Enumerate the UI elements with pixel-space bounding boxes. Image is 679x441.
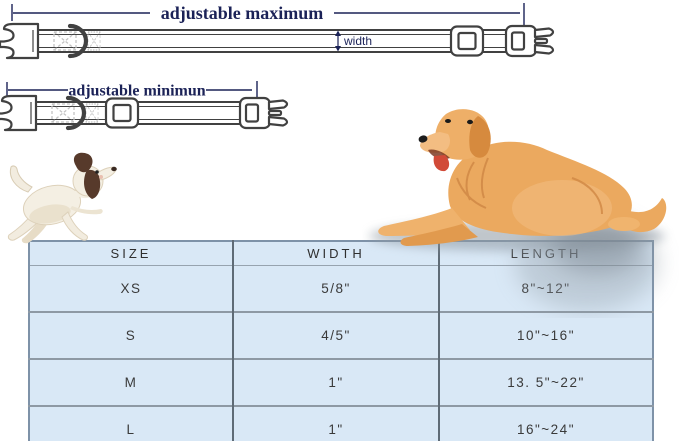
- dog-head: [435, 109, 489, 160]
- size-cell: XS: [120, 281, 142, 296]
- dog-ear: [469, 116, 491, 158]
- size-cell: M: [29, 358, 233, 406]
- tri-glide-slider-icon: [104, 97, 140, 129]
- collar-minimum: [0, 94, 289, 132]
- small-dog-illustration: [7, 152, 117, 244]
- length-cell: 16"~24": [438, 405, 653, 441]
- width-cell: 4/5": [232, 311, 439, 359]
- dog-eye: [467, 119, 473, 125]
- width-label: width: [343, 34, 372, 48]
- male-buckle-icon: [238, 96, 289, 130]
- dog-nose: [418, 135, 428, 143]
- dog-front-leg: [378, 208, 470, 236]
- puppy-head: [72, 165, 104, 197]
- table-row-s: S 4/5" 10"~16": [29, 311, 653, 359]
- dog-mouth: [428, 149, 450, 160]
- length-cell: 8"~12": [438, 265, 653, 312]
- arrow-up-icon: [335, 30, 341, 36]
- tri-glide-slider-icon: [449, 25, 485, 57]
- adjustable-minimum-label: adjustable minimun: [68, 83, 205, 100]
- size-chart-table: SIZE WIDTH LENGTH XS 5/8" 8"~12" S 4/5" …: [28, 240, 654, 441]
- header-length: LENGTH: [438, 241, 653, 266]
- table-row-l: L 1" 16"~24": [29, 405, 653, 441]
- length-cell: 13. 5"~22": [438, 358, 653, 406]
- width-cell: 1": [232, 358, 439, 406]
- width-cell: 5/8": [232, 265, 439, 312]
- dog-muzzle: [420, 132, 450, 153]
- length-cell: 10"~16": [438, 311, 653, 359]
- size-cell: S: [29, 311, 233, 359]
- collar-maximum: [0, 22, 555, 60]
- puppy-ear: [73, 152, 93, 173]
- dog-tail: [616, 198, 667, 233]
- width-annotation: width: [335, 30, 372, 52]
- puppy-nose: [111, 166, 117, 172]
- male-buckle-icon: [504, 24, 555, 58]
- collar-diagram-minimum: adjustable minimun: [0, 81, 289, 132]
- dog-body: [378, 109, 667, 246]
- header-width: WIDTH: [232, 241, 439, 266]
- puppy-body: [22, 184, 82, 226]
- female-buckle-icon: [0, 94, 38, 132]
- puppy-eye: [95, 170, 99, 174]
- dimension-line-maximum: [11, 3, 525, 26]
- puppy-tail: [9, 165, 33, 193]
- puppy-snout: [95, 166, 117, 181]
- arrow-down-icon: [335, 46, 341, 52]
- adjustable-maximum-label: adjustable maximum: [161, 3, 324, 23]
- dog-eye: [445, 119, 451, 123]
- collar-strap: [33, 29, 515, 53]
- size-cell: L: [29, 405, 233, 441]
- female-buckle-icon: [0, 22, 40, 60]
- puppy-ear-hanging: [84, 169, 101, 199]
- table-row-m: M 1" 13. 5"~22": [29, 358, 653, 406]
- header-size: SIZE: [29, 241, 233, 266]
- width-cell: 1": [232, 405, 439, 441]
- collar-diagram-maximum: adjustable maximum width: [0, 3, 555, 60]
- dog-tongue: [433, 155, 450, 172]
- table-header-row: SIZE WIDTH LENGTH: [29, 241, 653, 266]
- table-row-xs: XS 5/8" 8"~12": [29, 265, 653, 312]
